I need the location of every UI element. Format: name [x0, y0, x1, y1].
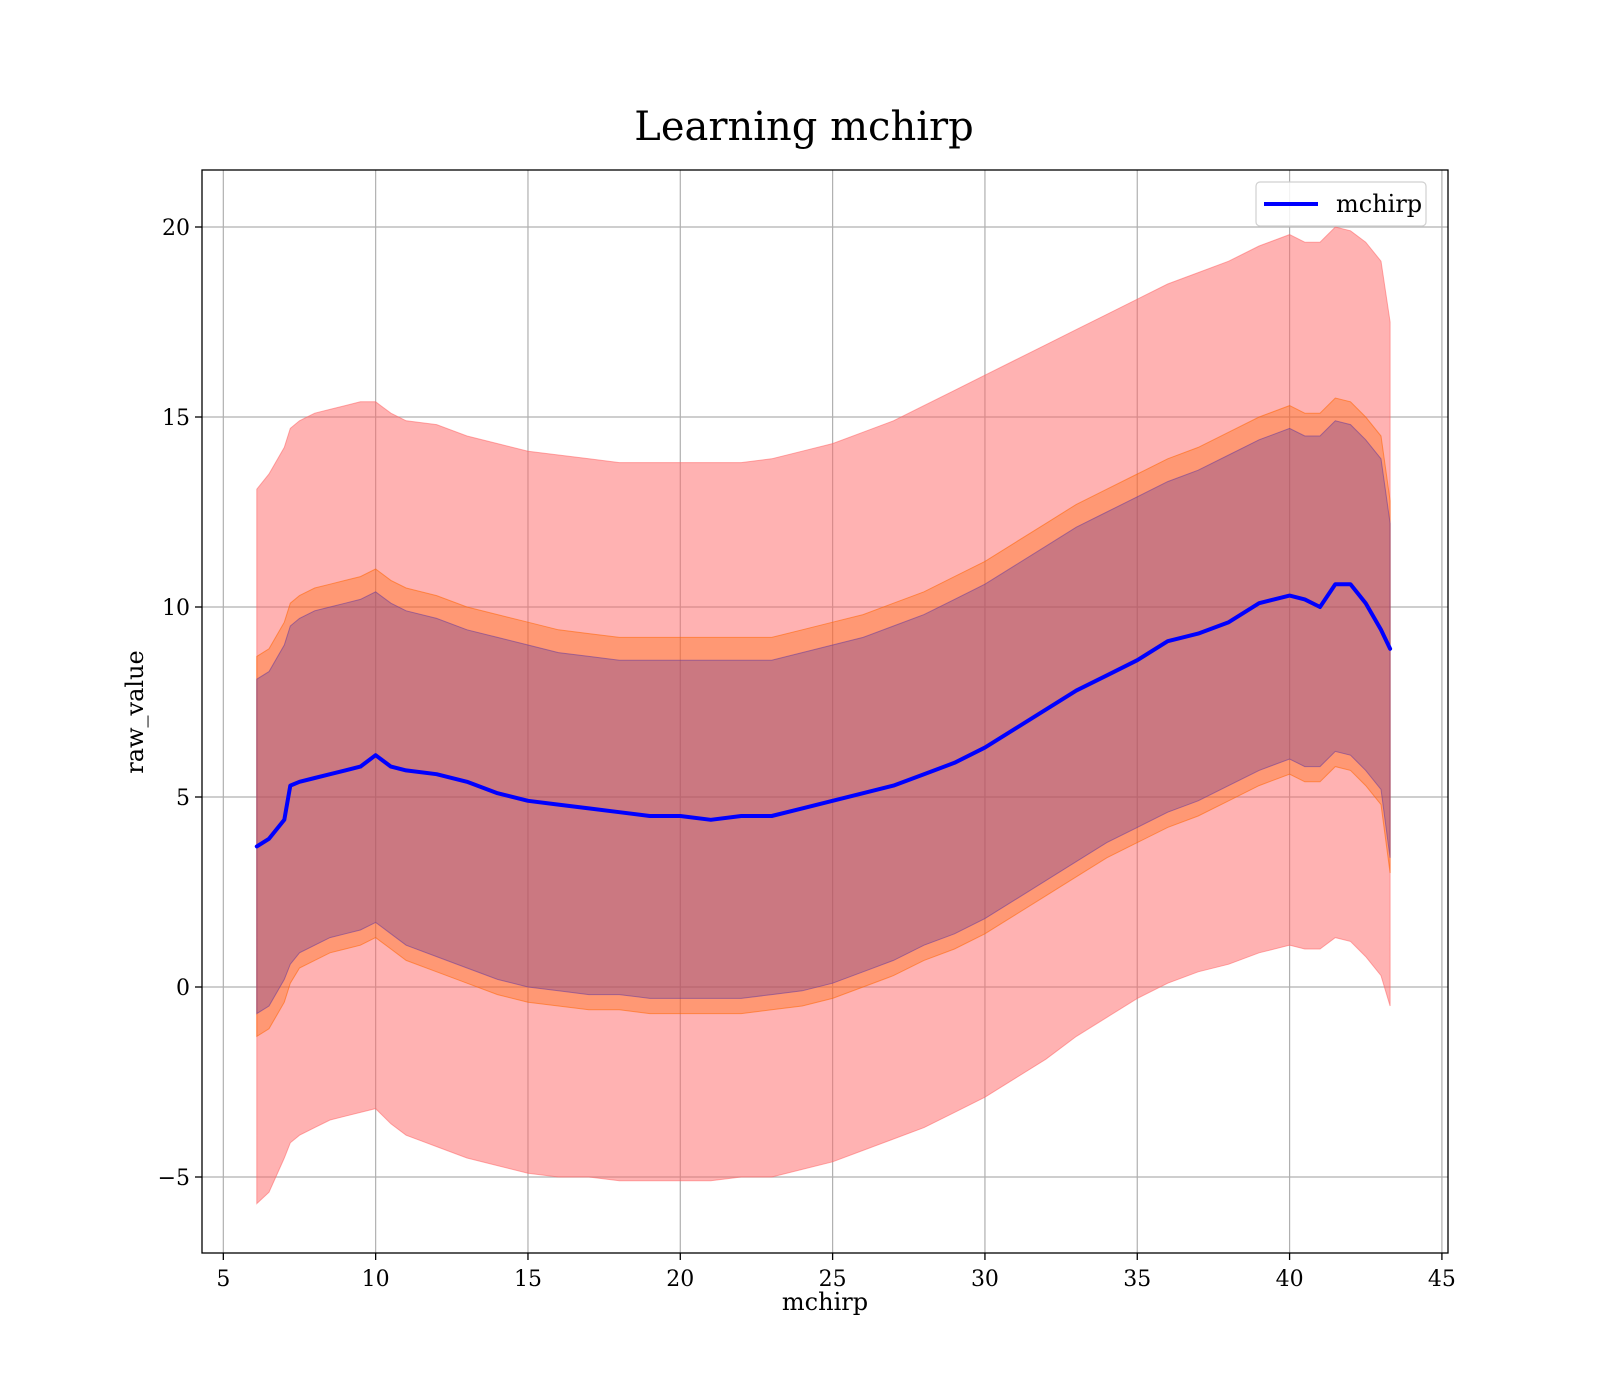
band-2 [256, 420, 1391, 1015]
y-tick-label: 15 [162, 406, 190, 431]
x-tick-label: 25 [819, 1267, 847, 1292]
x-tick-label: 15 [514, 1267, 542, 1292]
x-tick-label: 10 [362, 1267, 390, 1292]
series-line-mchirp [254, 582, 1393, 849]
y-axis-ticks: −5 0 5 10 15 20 [158, 216, 202, 1191]
x-tick-label: 45 [1428, 1267, 1456, 1292]
legend-label-mchirp: mchirp [1336, 190, 1422, 218]
x-tick-label: 5 [216, 1267, 230, 1292]
y-tick-label: 10 [162, 596, 190, 621]
x-tick-label: 35 [1123, 1267, 1151, 1292]
x-axis-ticks: 5 10 15 20 25 30 35 40 45 [216, 1253, 1456, 1292]
band-1 [256, 397, 1391, 1038]
y-tick-label: 5 [176, 786, 190, 811]
series-lines [254, 582, 1393, 849]
plot-frame [201, 169, 1449, 1254]
y-tick-label: 0 [176, 976, 190, 1001]
chart-title: Learning mchirp [634, 104, 973, 150]
x-axis-label: mchirp [782, 1288, 868, 1316]
band-0 [256, 226, 1391, 1205]
legend: mchirp [1255, 181, 1427, 227]
legend-box [1255, 181, 1427, 227]
y-axis-label: raw_value [121, 650, 149, 774]
x-tick-label: 20 [666, 1267, 694, 1292]
x-tick-label: 30 [971, 1267, 999, 1292]
confidence-bands [256, 226, 1391, 1205]
y-tick-label: −5 [158, 1166, 190, 1191]
x-tick-label: 40 [1276, 1267, 1304, 1292]
y-tick-label: 20 [162, 216, 190, 241]
